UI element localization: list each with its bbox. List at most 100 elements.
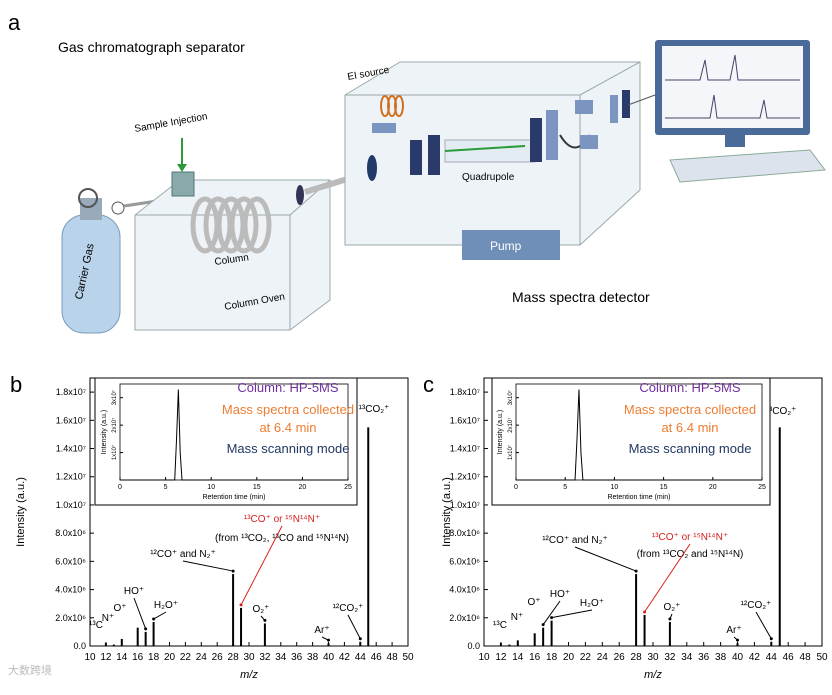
panel-letter: b [10,372,22,397]
x-axis-label: m/z [644,669,662,681]
diagram-title: Gas chromatograph separator [58,39,245,55]
inset-x-tick-label: 10 [207,484,215,491]
spectrum-peak [516,640,519,646]
y-tick-label: 1.8x10⁷ [56,387,86,397]
x-tick-label: 50 [402,652,414,663]
edge [579,61,641,96]
y-tick-label: 6.0x10⁶ [55,556,86,566]
peak-annotation: ¹³CO₂⁺ [766,406,797,417]
inset-box [491,377,771,506]
label: Sample Injection [134,111,209,135]
arrow-tip [231,569,235,573]
peak-annotation: ¹²CO₂⁺ [333,603,364,614]
inset-y-label: Intensity (a.u.) [101,410,108,454]
inset-x-tick-label: 0 [514,484,518,491]
chromatogram-line [120,389,348,481]
x-tick-label: 14 [512,652,524,663]
y-tick-label: 1.0x10⁷ [450,500,480,510]
y-tick-label: 4.0x10⁶ [449,585,480,595]
x-tick-label: 48 [387,652,399,663]
y-tick-label: 1.2x10⁷ [450,472,480,482]
screen-trace [665,54,800,81]
peak-annotation: (from ¹³CO₂ and ¹⁵N¹⁴N) [637,549,744,560]
y-tick-label: 1.4x10⁷ [56,444,86,454]
peak-annotation: ¹³CO⁺ or ¹⁵N¹⁴N⁺ [652,532,728,543]
inset-y-tick-label: 3x10⁷ [507,390,514,405]
x-tick-label: 34 [681,652,693,663]
screen [662,46,803,128]
spectrum-peak [112,644,115,646]
arrow-tip [144,627,148,631]
filament [380,95,404,117]
x-tick-label: 22 [180,652,192,663]
x-tick-label: 26 [212,652,224,663]
gauge [111,201,125,215]
x-tick-label: 38 [307,652,319,663]
spectrum-peak [770,641,773,646]
x-tick-label: 10 [478,652,490,663]
annotation-arrow [551,609,593,619]
peak-annotation: ¹²CO⁺ and N₂⁺ [542,535,608,546]
spectrum-peak [499,643,502,646]
electrode [410,140,422,175]
y-tick-label: 1.8x10⁷ [450,387,480,397]
chromatogram-line [516,389,762,481]
y-tick-label: 8.0x10⁶ [55,528,86,538]
annotation-arrow [133,597,147,630]
inset-y-tick-label: 1x10⁷ [111,445,118,460]
y-tick-label: 4.0x10⁶ [55,585,86,595]
x-tick-label: 18 [148,652,160,663]
inset-x-tick-label: 20 [299,484,307,491]
spectrum-peak [136,627,139,646]
ion-path [444,145,526,152]
spectrum-peak [144,631,147,646]
arrow-tip [541,623,545,627]
panel-letter: c [423,372,434,397]
arrow-tip [263,618,267,622]
y-tick-label: 1.6x10⁷ [450,415,480,425]
inset-note: Mass scanning mode [629,441,752,456]
spectrum-peak [542,627,545,646]
arrow-tip [239,603,243,607]
peak-annotation: HO⁺ [550,589,570,600]
x-tick-label: 48 [800,652,812,663]
arrow-tip [550,616,554,620]
peak-annotation: N⁺ [511,612,524,623]
x-tick-label: 46 [371,652,383,663]
peak-annotation: HO⁺ [124,586,144,597]
arrow-tip [668,617,672,621]
connector [296,185,304,205]
spectrum-peak [550,620,553,646]
part [622,90,630,118]
label: Pump [490,239,522,253]
arrow-tip [327,638,330,642]
arrow-tip [643,610,647,614]
x-tick-label: 32 [664,652,676,663]
x-tick-label: 20 [563,652,575,663]
arrowhead [177,164,187,172]
inset-note: Column: HP-5MS [639,380,740,395]
label: Column [214,252,250,268]
y-tick-label: 1.2x10⁷ [56,472,86,482]
x-tick-label: 28 [228,652,240,663]
x-tick-label: 14 [116,652,128,663]
label: Mass spectra detector [512,289,650,305]
annotation-arrow [755,611,772,640]
inset-x-tick-label: 25 [758,484,766,491]
part [580,135,598,149]
arrow-tip [152,617,156,621]
x-axis-label: m/z [240,669,258,681]
inset-x-tick-label: 5 [563,484,567,491]
part [575,100,593,114]
y-tick-label: 6.0x10⁶ [449,556,480,566]
peak-annotation: Ar⁺ [314,625,329,636]
annotation-arrow [347,614,361,639]
lens [367,155,377,181]
inset-note: Mass spectra collected [624,402,756,417]
x-tick-label: 24 [196,652,208,663]
annotation-arrow [182,560,234,572]
pump [462,230,560,260]
inset-note: Mass scanning mode [227,441,350,456]
inset-x-tick-label: 25 [344,484,352,491]
injector [171,171,195,197]
